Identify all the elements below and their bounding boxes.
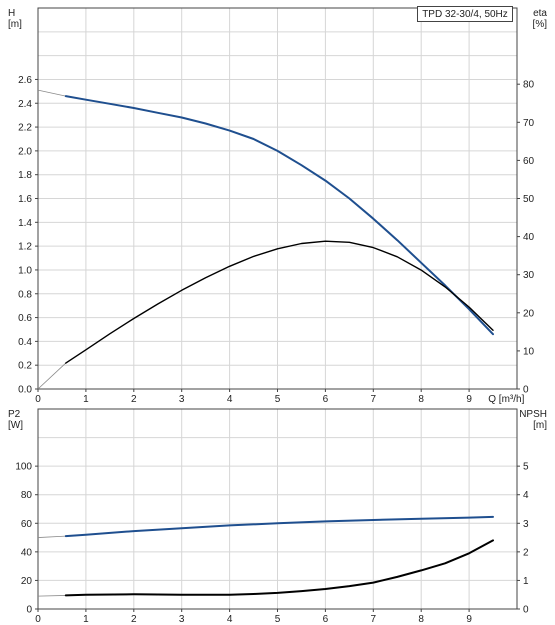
- series-extension-line: [37, 362, 67, 390]
- x-tick-label: 9: [466, 614, 472, 625]
- x-tick-label: 3: [179, 394, 185, 405]
- y2-tick-label: 2: [523, 547, 529, 558]
- y-tick-label: 1.2: [18, 242, 32, 253]
- y2-tick-label: 20: [523, 308, 535, 319]
- y2-tick-label: 0: [523, 385, 529, 396]
- y-tick-label: 2.4: [18, 99, 32, 110]
- y2-axis-unit: [%]: [533, 19, 548, 30]
- y-tick-label: 20: [21, 576, 33, 587]
- series-extension-line: [37, 595, 66, 597]
- y-tick-label: 2.6: [18, 75, 32, 86]
- y-tick-label: 0.2: [18, 361, 32, 372]
- y-tick-label: 2.0: [18, 146, 32, 157]
- y-tick-label: 0.0: [18, 385, 32, 396]
- x-tick-label: 6: [323, 614, 329, 625]
- y-tick-label: 1.8: [18, 170, 32, 181]
- x-tick-label: 8: [418, 394, 424, 405]
- y-tick-label: 40: [21, 547, 33, 558]
- y2-tick-label: 10: [523, 346, 535, 357]
- y-axis-label: P2: [8, 409, 21, 420]
- x-tick-label: 9: [466, 394, 472, 405]
- x-tick-label: 5: [275, 614, 281, 625]
- series-line-head: [64, 95, 494, 336]
- y2-axis-label: eta: [533, 8, 547, 19]
- y-tick-label: 0.4: [18, 337, 32, 348]
- x-tick-label: 1: [83, 614, 89, 625]
- y-axis-unit: [W]: [8, 420, 23, 431]
- y2-tick-label: 3: [523, 519, 529, 530]
- series-extension-line: [37, 535, 66, 538]
- x-tick-label: 8: [418, 614, 424, 625]
- x-tick-label: 7: [371, 394, 377, 405]
- y-axis-label: H: [8, 8, 15, 19]
- y2-axis-label: NPSH: [519, 409, 547, 420]
- x-tick-label: 2: [131, 614, 137, 625]
- y-axis-unit: [m]: [8, 19, 22, 30]
- y-tick-label: 60: [21, 519, 33, 530]
- y2-tick-label: 0: [523, 605, 529, 616]
- x-tick-label: 5: [275, 394, 281, 405]
- x-tick-label: 2: [131, 394, 137, 405]
- y2-tick-label: 80: [523, 80, 535, 91]
- y2-tick-label: 4: [523, 490, 529, 501]
- x-tick-label: 1: [83, 394, 89, 405]
- y-tick-label: 100: [15, 462, 32, 473]
- x-axis-label: Q [m³/h]: [488, 394, 524, 405]
- y2-tick-label: 60: [523, 156, 535, 167]
- y2-tick-label: 50: [523, 194, 535, 205]
- series-line-npsh: [64, 515, 494, 538]
- x-tick-label: 4: [227, 614, 233, 625]
- y-tick-label: 1.0: [18, 265, 32, 276]
- chart-title: TPD 32-30/4, 50Hz: [417, 6, 513, 22]
- y-tick-label: 0.6: [18, 313, 32, 324]
- series-line-efficiency: [65, 240, 494, 364]
- y2-tick-label: 5: [523, 462, 529, 473]
- x-tick-label: 4: [227, 394, 233, 405]
- y2-tick-label: 40: [523, 232, 535, 243]
- y-tick-label: 80: [21, 490, 33, 501]
- x-tick-label: 3: [179, 614, 185, 625]
- x-tick-label: 7: [371, 614, 377, 625]
- y-tick-label: 1.4: [18, 218, 32, 229]
- y-tick-label: 1.6: [18, 194, 32, 205]
- x-tick-label: 0: [35, 394, 41, 405]
- y2-tick-label: 1: [523, 576, 529, 587]
- y2-axis-unit: [m]: [533, 420, 547, 431]
- series-extension-line: [37, 89, 66, 97]
- y2-tick-label: 70: [523, 118, 535, 129]
- x-tick-label: 6: [323, 394, 329, 405]
- x-tick-label: 0: [35, 614, 41, 625]
- series-line-power: [64, 539, 494, 597]
- y-tick-label: 2.2: [18, 123, 32, 134]
- y-tick-label: 0.8: [18, 289, 32, 300]
- y-tick-label: 0: [26, 605, 32, 616]
- y2-tick-label: 30: [523, 270, 535, 281]
